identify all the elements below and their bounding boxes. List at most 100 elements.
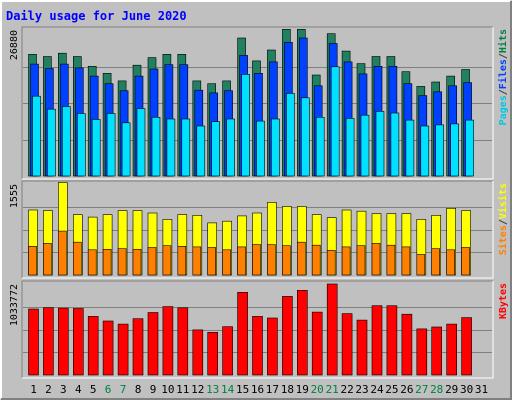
x-tick-label: 28 xyxy=(430,383,443,396)
bar-sites xyxy=(311,244,321,276)
x-tick-label: 12 xyxy=(191,383,204,396)
bar-pages xyxy=(315,117,325,177)
bar-sites xyxy=(341,246,351,276)
bar-pages xyxy=(375,111,385,177)
bar-sites xyxy=(252,244,261,276)
bar-pages xyxy=(196,125,206,177)
bar-pages xyxy=(211,121,220,177)
bar-sites xyxy=(57,230,67,276)
x-tick-label: 6 xyxy=(105,383,112,396)
bar-kbytes xyxy=(102,320,114,376)
bar-pages xyxy=(300,97,310,177)
y-max-label: 1033772 xyxy=(9,284,20,326)
bar-kbytes xyxy=(57,307,69,376)
bar-pages xyxy=(405,119,415,177)
bar-sites xyxy=(102,249,112,276)
x-tick-label: 7 xyxy=(120,383,127,396)
bar-pages xyxy=(91,119,101,177)
bar-pages xyxy=(226,118,235,177)
bar-kbytes xyxy=(117,323,129,376)
panel-frame-dark xyxy=(21,180,493,278)
series-legend: Pages/Files/Hits xyxy=(497,29,509,125)
bar-sites xyxy=(207,247,216,276)
bar-sites xyxy=(192,246,202,276)
bar-sites xyxy=(431,248,441,276)
bar-kbytes xyxy=(326,283,338,376)
x-tick-label: 8 xyxy=(135,383,142,396)
bar-kbytes xyxy=(207,331,218,376)
x-axis-labels: 1 2 3 4 5 6 7 8 9 10 11 12 13 14 15 16 17 18 19 20 21 22 23 24 2… xyxy=(30,383,488,396)
bar-sites xyxy=(386,244,396,276)
bar-pages xyxy=(47,108,56,177)
x-tick-label: 21 xyxy=(326,383,339,396)
y-max-label: 26880 xyxy=(9,30,20,60)
bar-kbytes xyxy=(132,318,144,376)
bar-sites xyxy=(43,243,52,276)
bar-sites xyxy=(446,249,456,276)
bar-sites xyxy=(461,247,470,276)
x-tick-label: 4 xyxy=(75,383,82,396)
x-tick-label: 24 xyxy=(370,383,384,396)
x-tick-label: 23 xyxy=(355,383,368,396)
panel-2: 1033772 KBytes xyxy=(9,280,509,379)
bar-kbytes xyxy=(147,312,159,376)
legend-entry: Visits xyxy=(497,183,509,219)
x-tick-label: 30 xyxy=(460,383,473,396)
bar-pages xyxy=(286,93,295,177)
bar-pages xyxy=(360,114,370,177)
bar-sites xyxy=(132,249,142,276)
x-tick-label: 16 xyxy=(251,383,264,396)
bar-kbytes xyxy=(431,326,443,376)
bar-kbytes xyxy=(162,306,174,376)
bar-kbytes xyxy=(296,289,308,376)
bar-sites xyxy=(326,250,336,276)
x-tick-label: 26 xyxy=(400,383,413,396)
x-tick-label: 3 xyxy=(60,383,67,396)
x-tick-label: 27 xyxy=(415,383,428,396)
x-tick-label: 20 xyxy=(311,383,324,396)
panel-frame-dark xyxy=(21,280,493,378)
x-tick-label: 29 xyxy=(445,383,458,396)
bar-kbytes xyxy=(252,316,263,376)
x-tick-label: 5 xyxy=(90,383,97,396)
legend-entry: Pages xyxy=(498,95,509,125)
bar-kbytes xyxy=(237,291,248,376)
legend-entry: / xyxy=(498,53,509,59)
bar-kbytes xyxy=(222,326,233,376)
bar-pages xyxy=(32,95,41,177)
x-tick-label: 17 xyxy=(266,383,279,396)
legend-entry: Files xyxy=(497,59,509,89)
bar-pages xyxy=(435,124,445,177)
bar-kbytes xyxy=(401,313,413,376)
bar-sites xyxy=(117,248,127,276)
bar-kbytes xyxy=(341,313,353,376)
bar-kbytes xyxy=(28,308,39,376)
bar-kbytes xyxy=(267,317,278,376)
bar-kbytes xyxy=(87,316,99,376)
panel-frame-light xyxy=(22,281,494,379)
bar-sites xyxy=(401,246,411,276)
bar-pages xyxy=(256,120,265,177)
x-tick-label: 1 xyxy=(30,383,37,396)
bar-pages xyxy=(390,112,400,177)
bar-kbytes xyxy=(177,307,189,376)
bar-kbytes xyxy=(282,296,293,376)
bar-sites xyxy=(371,243,381,276)
bar-pages xyxy=(77,113,86,177)
legend-entry: KBytes xyxy=(498,283,509,319)
bar-sites xyxy=(356,245,366,276)
bar-sites xyxy=(237,246,246,276)
bar-kbytes xyxy=(386,305,398,376)
bar-sites xyxy=(416,254,426,276)
bar-pages xyxy=(106,113,116,177)
x-tick-label: 11 xyxy=(176,383,189,396)
series-legend: KBytes xyxy=(498,283,509,319)
bar-kbytes xyxy=(371,305,383,376)
bar-kbytes xyxy=(43,307,54,376)
bar-sites xyxy=(296,241,306,276)
bar-kbytes xyxy=(416,328,428,376)
x-tick-label: 2 xyxy=(45,383,52,396)
